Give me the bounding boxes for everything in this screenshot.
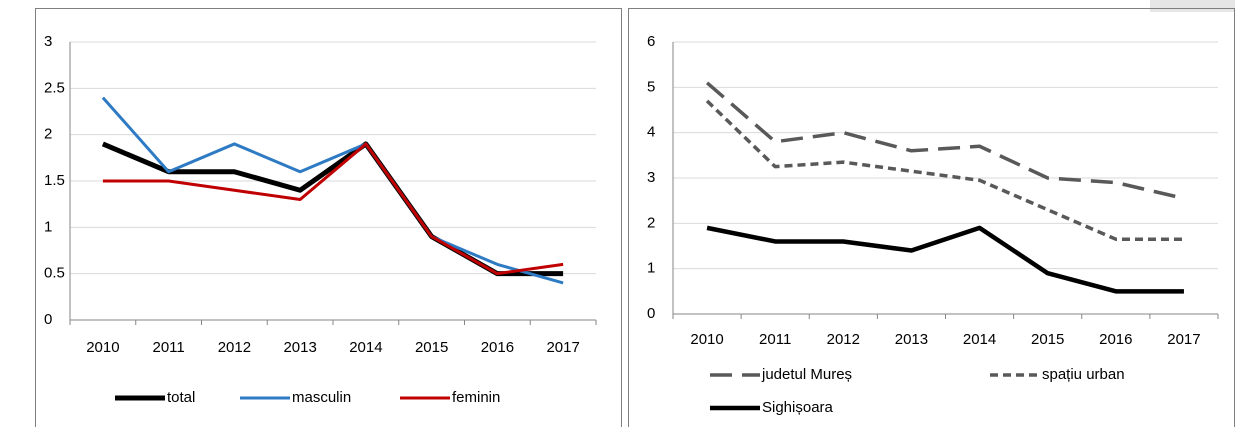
x-tick-label: 2012 <box>827 331 860 348</box>
series-line <box>101 141 564 277</box>
x-tick-label: 2016 <box>1099 331 1132 348</box>
legend-label: masculin <box>292 389 351 406</box>
x-tick-label: 2012 <box>218 339 251 356</box>
x-tick-label: 2014 <box>349 339 382 356</box>
y-tick-label: 1 <box>647 260 655 277</box>
series-line <box>101 96 564 285</box>
y-tick-label: 0.5 <box>44 265 65 282</box>
y-tick-label: 1 <box>44 218 52 235</box>
series-line <box>705 81 1185 201</box>
y-tick-label: 2 <box>44 126 52 143</box>
y-tick-label: 3 <box>44 33 52 50</box>
x-tick-label: 2013 <box>895 331 928 348</box>
y-tick-label: 2 <box>647 214 655 231</box>
y-tick-label: 0 <box>647 305 655 322</box>
x-tick-label: 2014 <box>963 331 996 348</box>
legend-label: total <box>167 389 195 406</box>
y-tick-label: 4 <box>647 124 655 141</box>
x-tick-label: 2011 <box>152 339 184 356</box>
y-tick-label: 2.5 <box>44 79 65 96</box>
x-tick-label: 2015 <box>415 339 448 356</box>
corner-block <box>1150 0 1235 12</box>
x-tick-label: 2011 <box>759 331 791 348</box>
x-tick-label: 2010 <box>690 331 723 348</box>
y-tick-label: 1.5 <box>44 172 65 189</box>
series-line <box>706 225 1184 294</box>
series-line <box>705 99 1184 241</box>
x-tick-label: 2013 <box>283 339 316 356</box>
x-tick-label: 2016 <box>481 339 514 356</box>
legend-label: spațiu urban <box>1042 366 1125 383</box>
series-line <box>102 142 564 276</box>
legend-label: Sighișoara <box>762 399 834 416</box>
x-tick-label: 2017 <box>1167 331 1200 348</box>
y-tick-label: 5 <box>647 78 655 95</box>
legend-label: feminin <box>452 389 500 406</box>
x-tick-label: 2015 <box>1031 331 1064 348</box>
y-tick-label: 0 <box>44 311 52 328</box>
x-tick-label: 2017 <box>546 339 579 356</box>
y-tick-label: 3 <box>647 169 655 186</box>
legend-label: judetul Mureș <box>761 366 852 383</box>
y-tick-label: 6 <box>647 33 655 50</box>
x-tick-label: 2010 <box>86 339 119 356</box>
chart-frame <box>35 8 622 427</box>
chart-frame <box>628 8 1235 427</box>
